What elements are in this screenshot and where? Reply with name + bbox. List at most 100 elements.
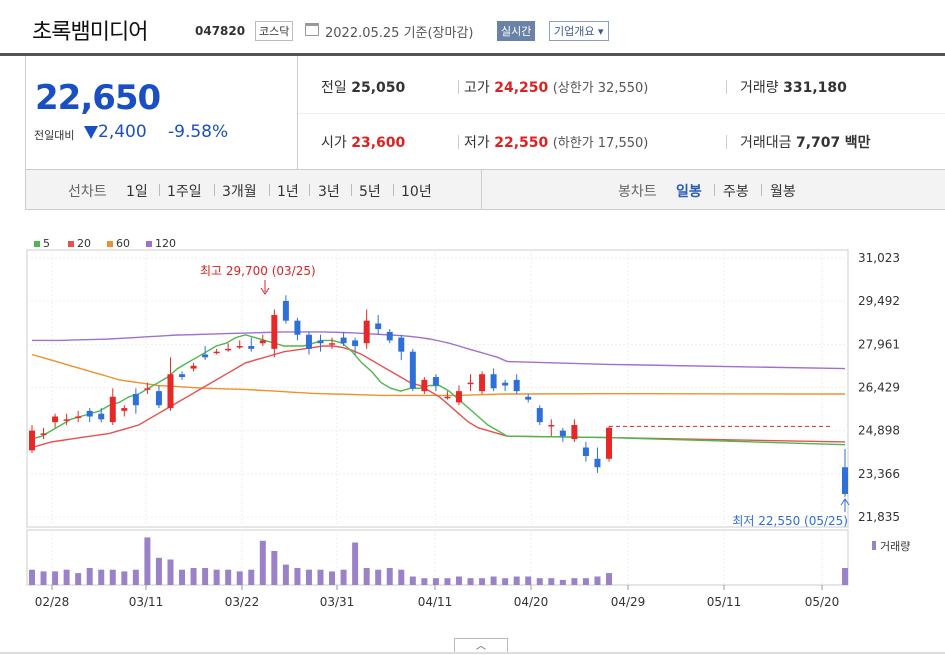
- tab-10y[interactable]: 10년: [401, 184, 432, 200]
- volume-bar: [52, 571, 59, 585]
- x-tick-label: 04/20: [514, 595, 549, 609]
- divider: [714, 184, 715, 196]
- low-arrow-head: [840, 498, 850, 506]
- x-tick-label: 03/11: [129, 595, 164, 609]
- volume-bar: [842, 568, 848, 585]
- candle-body: [282, 300, 289, 321]
- legend-swatch: [68, 241, 74, 247]
- y-tick-label: 23,366: [858, 467, 900, 481]
- volume-bar: [559, 579, 566, 585]
- open-value: 23,600: [351, 135, 406, 151]
- trade-amount: 거래대금 7,707 백만: [740, 132, 871, 152]
- candle-body: [363, 320, 370, 344]
- low-value: 22,550: [494, 135, 549, 151]
- y-tick-label: 26,429: [858, 381, 900, 395]
- volume-bar: [479, 578, 486, 585]
- tab-1y[interactable]: 1년: [277, 184, 299, 200]
- change-label: 전일대비: [34, 129, 75, 142]
- tab-1w[interactable]: 1주일: [167, 184, 202, 200]
- candle-body: [109, 396, 116, 423]
- volume-bar: [86, 568, 93, 585]
- candle-body: [86, 410, 93, 417]
- tab-3y[interactable]: 3년: [318, 184, 340, 200]
- volume-bar: [202, 568, 209, 585]
- realtime-button[interactable]: 실시간: [497, 21, 536, 41]
- y-tick-label: 29,492: [858, 294, 900, 308]
- low-label: 저가: [464, 135, 490, 151]
- candle-body: [842, 467, 848, 495]
- candle-body: [502, 382, 509, 386]
- candle-body: [52, 416, 59, 423]
- volume-bar: [167, 559, 174, 585]
- candle-body: [329, 343, 336, 345]
- company-name[interactable]: 초록뱀미디어: [32, 20, 148, 45]
- volume-bar: [363, 568, 370, 585]
- candle-body: [259, 340, 266, 344]
- high-annotation: 최고 29,700 (03/25): [200, 264, 316, 278]
- volume-bar: [75, 573, 82, 585]
- collapse-chart-button[interactable]: ︿: [454, 638, 508, 654]
- tab-5y[interactable]: 5년: [359, 184, 381, 200]
- stock-chart[interactable]: 31,023 29,492 27,961 26,429 24,898 23,366 21,8…: [0, 0, 945, 640]
- upper-limit: (상한가 32,550): [552, 81, 649, 96]
- axis-labels: 31,023 29,492 27,961 26,429 24,898 23,366 21,8…: [35, 251, 911, 609]
- legend-label: 5: [43, 237, 50, 250]
- grid: [26, 249, 849, 590]
- volume-bar: [548, 578, 555, 585]
- candle-body: [213, 351, 220, 354]
- volume-bar: [132, 569, 139, 585]
- candle-body: [444, 396, 451, 399]
- candle-body: [121, 408, 128, 411]
- prev-close-value: 25,050: [351, 80, 406, 96]
- lower-limit: (하한가 17,550): [552, 136, 649, 151]
- high-arrow-head: [260, 287, 270, 295]
- candle-body: [236, 346, 243, 348]
- divider: [458, 80, 459, 94]
- open-label: 시가: [321, 135, 347, 151]
- volume-bar: [40, 571, 47, 585]
- volume-bar: [352, 542, 359, 585]
- candle-body: [352, 340, 359, 347]
- price-change-value: 2,400: [98, 122, 147, 142]
- divider: [309, 184, 310, 196]
- tab-weekly[interactable]: 주봉: [723, 184, 749, 200]
- volume-bar: [375, 569, 382, 585]
- divider: [269, 184, 270, 196]
- market-badge: 코스닥: [255, 21, 294, 41]
- volume-bar: [294, 568, 301, 585]
- legend-label: 20: [77, 237, 91, 250]
- prev-close-label: 전일: [321, 80, 347, 96]
- x-tick-label: 05/11: [707, 595, 742, 609]
- ma20-line: [31, 345, 846, 449]
- legend-ma5: 5: [34, 237, 50, 250]
- ma120-line: [32, 331, 846, 370]
- quote-date: 2022.05.25 기준(장마감): [325, 26, 474, 41]
- candle-body: [386, 331, 393, 341]
- bottom-border: [0, 652, 945, 654]
- divider: [159, 184, 160, 196]
- legend-label: 120: [155, 237, 176, 250]
- tab-1d[interactable]: 1일: [126, 184, 148, 200]
- x-tick-label: 05/20: [805, 595, 840, 609]
- down-triangle-icon: [84, 125, 98, 139]
- volume-bar: [432, 578, 439, 585]
- volume-bar: [305, 569, 312, 585]
- tab-daily[interactable]: 일봉: [676, 184, 702, 200]
- legend-ma120: 120: [146, 237, 176, 250]
- volume-bar: [502, 578, 509, 585]
- volume-bar: [63, 569, 70, 585]
- candle-body: [525, 396, 532, 400]
- high-value: 24,250: [494, 80, 549, 96]
- candle-body: [582, 447, 589, 456]
- volume-value: 331,180: [783, 80, 847, 96]
- volume-bar: [329, 571, 336, 585]
- tab-monthly[interactable]: 월봉: [770, 184, 796, 200]
- candle-body: [294, 320, 301, 335]
- volume-bar: [421, 578, 428, 585]
- volume-bar: [271, 551, 278, 585]
- volume-label: 거래량: [740, 80, 779, 96]
- legend-label: 60: [116, 237, 130, 250]
- company-overview-dropdown[interactable]: 기업개요 ▾: [549, 21, 609, 41]
- legend-swatch: [146, 241, 152, 247]
- tab-3m[interactable]: 3개월: [222, 184, 257, 200]
